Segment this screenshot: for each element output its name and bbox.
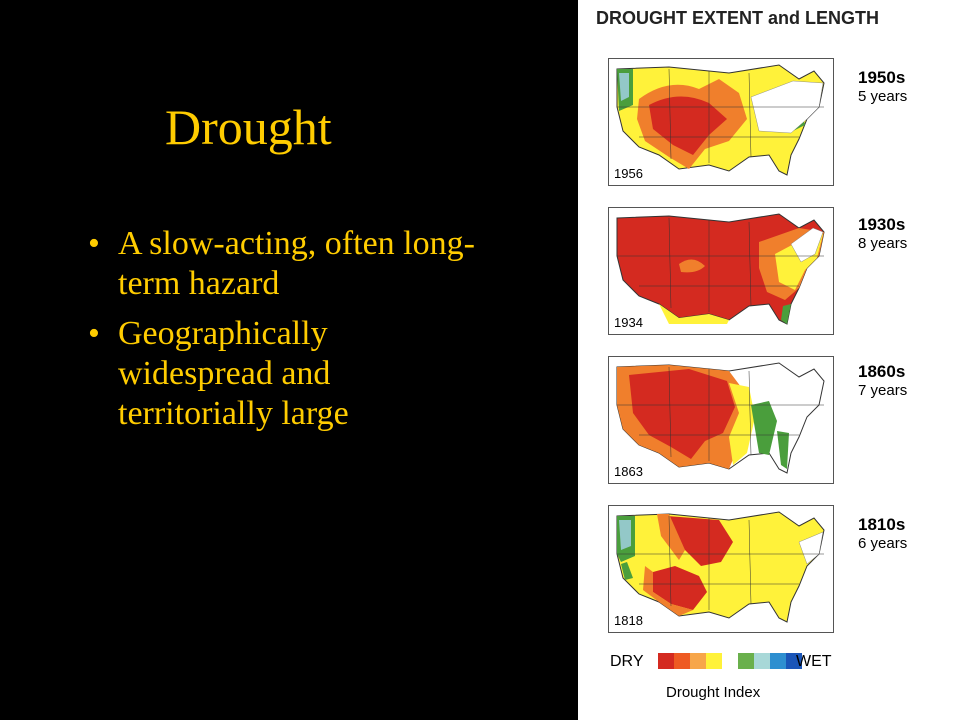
drought-map-1863: 1863 — [608, 356, 834, 484]
legend-swatch — [658, 653, 674, 669]
duration-label: 7 years — [858, 382, 908, 399]
duration-label: 8 years — [858, 235, 908, 252]
legend-color-scale — [658, 653, 802, 669]
drought-index-legend: DRY WET Drought Index — [608, 650, 868, 710]
panel-label-1930s: 1930s 8 years — [858, 215, 907, 253]
decade-label: 1930s — [858, 215, 906, 234]
legend-swatch — [706, 653, 722, 669]
drought-map-1956: 1956 — [608, 58, 834, 186]
bullet-text: Geographically widespread and territoria… — [118, 315, 349, 432]
bullet-text: A slow-acting, often long-term hazard — [118, 225, 475, 302]
decade-label: 1860s — [858, 362, 906, 381]
legend-swatch — [754, 653, 770, 669]
legend-title: Drought Index — [666, 684, 761, 701]
map-year-label: 1934 — [614, 315, 643, 330]
legend-swatch — [786, 653, 802, 669]
map-year-label: 1818 — [614, 613, 643, 628]
bullet-marker: • — [88, 315, 100, 352]
bullet-item: • A slow-acting, often long-term hazard — [88, 224, 488, 304]
us-map-svg — [616, 511, 825, 623]
figure-title: DROUGHT EXTENT and LENGTH — [596, 8, 879, 28]
legend-dry-label: DRY — [610, 653, 644, 670]
decade-label: 1810s — [858, 515, 906, 534]
legend-wet-label: WET — [796, 653, 832, 670]
legend-swatch — [770, 653, 786, 669]
bullet-item: • Geographically widespread and territor… — [88, 314, 488, 434]
panel-label-1860s: 1860s 7 years — [858, 362, 907, 400]
duration-label: 5 years — [858, 88, 908, 105]
legend-swatch — [738, 653, 754, 669]
decade-label: 1950s — [858, 68, 906, 87]
us-map-svg — [616, 362, 825, 474]
legend-swatch — [722, 653, 738, 669]
drought-map-1818: 1818 — [608, 505, 834, 633]
drought-figure: DROUGHT EXTENT and LENGTH 1956 1950s 5 y… — [578, 0, 960, 720]
drought-map-1934: 1934 — [608, 207, 834, 335]
bullet-marker: • — [88, 225, 100, 262]
panel-label-1950s: 1950s 5 years — [858, 68, 907, 106]
legend-swatch — [674, 653, 690, 669]
map-year-label: 1863 — [614, 464, 643, 479]
legend-swatch — [690, 653, 706, 669]
duration-label: 6 years — [858, 535, 908, 552]
us-map-svg — [616, 213, 825, 325]
us-map-svg — [616, 64, 825, 176]
bullet-list: • A slow-acting, often long-term hazard … — [88, 224, 488, 444]
map-year-label: 1956 — [614, 166, 643, 181]
slide-title: Drought — [165, 99, 332, 155]
panel-label-1810s: 1810s 6 years — [858, 515, 907, 553]
